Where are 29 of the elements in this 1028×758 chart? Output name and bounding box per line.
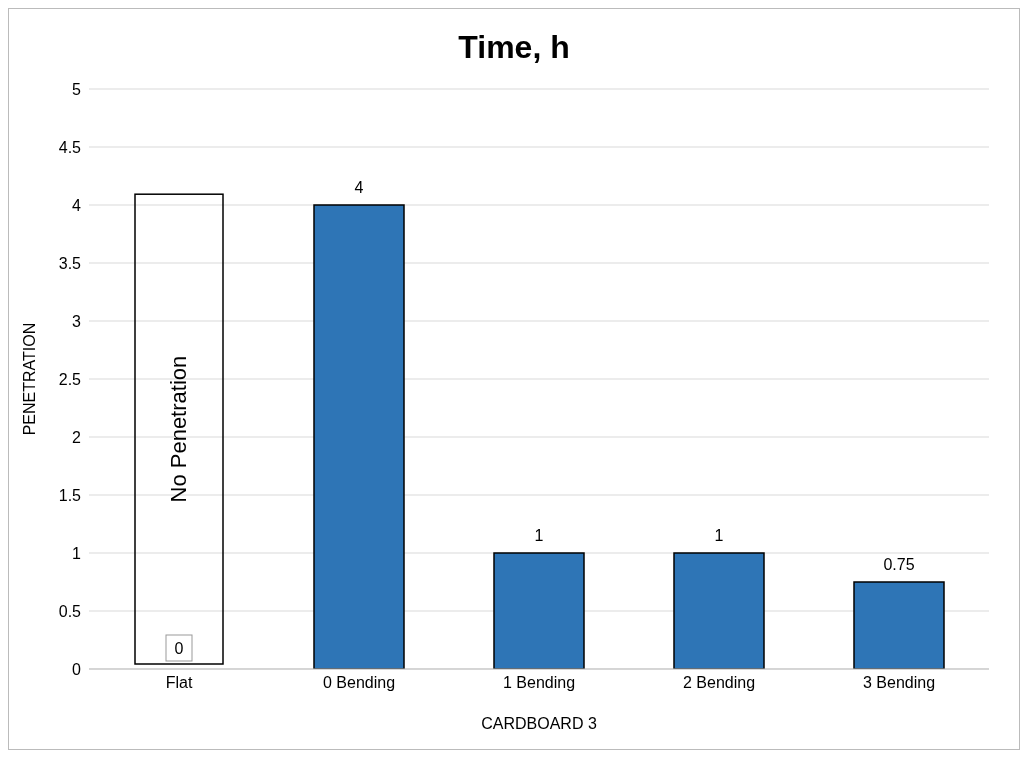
y-tick-label: 0 xyxy=(72,660,82,678)
y-tick-label: 1 xyxy=(72,544,82,562)
data-label: 1 xyxy=(714,527,724,544)
x-tick-label: 0 Bending xyxy=(322,674,396,692)
x-tick-label: Flat xyxy=(165,674,193,692)
annotation: No Penetration xyxy=(166,355,192,503)
data-label: 4 xyxy=(354,179,364,196)
y-tick-label: 5 xyxy=(72,80,82,98)
chart-title: Time, h xyxy=(457,29,571,66)
y-tick-label: 0.5 xyxy=(58,602,82,620)
y-tick-label: 4 xyxy=(72,196,82,214)
data-label: 0.75 xyxy=(883,556,915,573)
y-tick-label: 2 xyxy=(72,428,82,446)
x-tick-label: 2 Bending xyxy=(682,674,756,692)
data-label: 1 xyxy=(534,527,544,544)
bar xyxy=(313,204,405,669)
bar xyxy=(853,581,945,669)
bar xyxy=(493,552,585,669)
y-tick-label: 2.5 xyxy=(58,370,82,388)
y-tick-label: 1.5 xyxy=(58,486,82,504)
y-tick-label: 3.5 xyxy=(58,254,82,272)
data-label: 0 xyxy=(174,640,184,657)
y-tick-label: 3 xyxy=(72,312,82,330)
y-axis-title: PENETRATION xyxy=(20,322,38,436)
y-tick-label: 4.5 xyxy=(58,138,82,156)
x-tick-label: 3 Bending xyxy=(862,674,936,692)
x-axis-title: CARDBOARD 3 xyxy=(481,715,597,732)
bar xyxy=(673,552,765,669)
x-tick-label: 1 Bending xyxy=(502,674,576,692)
